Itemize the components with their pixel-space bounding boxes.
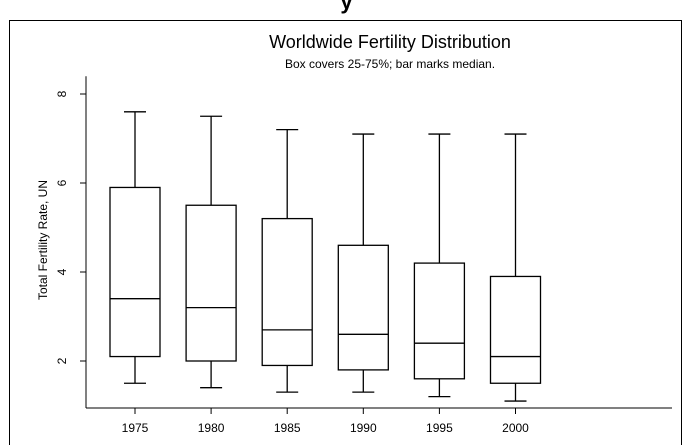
y-tick-label: 2 — [55, 357, 69, 364]
x-tick-label: 1995 — [426, 421, 453, 435]
x-tick-label: 1975 — [122, 421, 149, 435]
x-tick-label: 1980 — [198, 421, 225, 435]
page-title-fragment: y — [340, 0, 353, 14]
y-tick-label: 4 — [55, 268, 69, 275]
iqr-box — [261, 217, 313, 367]
y-axis-label: Total Fertility Rate, UN — [36, 180, 50, 300]
iqr-box — [185, 204, 237, 362]
x-tick-label: 2000 — [502, 421, 529, 435]
iqr-box — [337, 244, 389, 371]
iqr-box — [489, 275, 542, 384]
y-tick-label: 6 — [55, 179, 69, 186]
chart-subtitle: Box covers 25-75%; bar marks median. — [285, 57, 495, 71]
x-tick-label: 1985 — [274, 421, 301, 435]
chart-frame — [9, 20, 682, 445]
plot-area: 2 4 6 8 Total Fertility Rate, UN 1975 1980 1985… — [36, 76, 672, 435]
iqr-box — [413, 262, 466, 380]
y-tick-label: 8 — [55, 90, 69, 97]
chart-title: Worldwide Fertility Distribution — [269, 32, 511, 52]
iqr-box — [109, 186, 161, 358]
x-tick-label: 1990 — [350, 421, 377, 435]
